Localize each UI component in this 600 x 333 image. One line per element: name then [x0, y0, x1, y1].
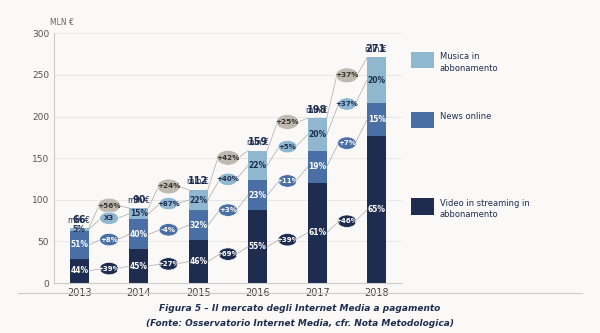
Text: News online: News online	[440, 112, 491, 121]
Bar	[129, 249, 148, 283]
Ellipse shape	[159, 197, 178, 210]
Ellipse shape	[337, 137, 356, 150]
Text: mln €: mln €	[365, 35, 386, 54]
Bar	[367, 103, 386, 137]
Ellipse shape	[278, 233, 297, 246]
Text: +7%: +7%	[338, 140, 356, 146]
Text: +3%: +3%	[219, 207, 237, 213]
Ellipse shape	[335, 68, 358, 83]
Text: +40%: +40%	[217, 176, 239, 182]
Bar	[308, 151, 327, 182]
Text: 15%: 15%	[368, 115, 386, 124]
Text: +37%: +37%	[335, 101, 358, 107]
Text: 15%: 15%	[130, 209, 148, 218]
Text: +42%: +42%	[217, 155, 239, 161]
Text: abbonamento: abbonamento	[440, 210, 499, 219]
Text: 66: 66	[73, 215, 86, 225]
Bar	[367, 57, 386, 103]
Text: 51%: 51%	[70, 240, 88, 249]
Text: Video in streaming in: Video in streaming in	[440, 198, 530, 208]
Ellipse shape	[98, 198, 121, 213]
Text: +69%: +69%	[217, 251, 239, 257]
Text: +37%: +37%	[335, 72, 359, 78]
Text: mln €: mln €	[247, 128, 269, 148]
Text: +25%: +25%	[276, 119, 299, 125]
Text: mln €: mln €	[307, 96, 328, 115]
Text: 46%: 46%	[189, 257, 208, 266]
Text: Musica in: Musica in	[440, 52, 479, 61]
Text: 45%: 45%	[130, 262, 148, 271]
Text: 22%: 22%	[189, 195, 208, 204]
Text: +27%: +27%	[157, 261, 180, 267]
Text: mln €: mln €	[68, 205, 90, 225]
Bar	[308, 182, 327, 283]
Ellipse shape	[100, 212, 119, 224]
Ellipse shape	[217, 150, 239, 165]
Text: +56%: +56%	[97, 202, 121, 209]
Bar	[70, 231, 89, 259]
Text: +24%: +24%	[157, 183, 180, 189]
Text: 112: 112	[188, 176, 208, 186]
Text: 65%: 65%	[368, 205, 386, 214]
Text: (Fonte: Osservatorio Internet Media, cfr. Nota Metodologica): (Fonte: Osservatorio Internet Media, cfr…	[146, 318, 454, 328]
Text: +5%: +5%	[278, 144, 296, 150]
Ellipse shape	[100, 233, 119, 246]
Ellipse shape	[278, 175, 297, 187]
Text: +8%: +8%	[100, 237, 118, 243]
Ellipse shape	[100, 262, 119, 275]
Ellipse shape	[218, 248, 238, 260]
Bar	[308, 118, 327, 151]
Ellipse shape	[157, 179, 180, 194]
Bar	[70, 228, 89, 231]
Text: abbonamento: abbonamento	[440, 64, 499, 73]
Text: 44%: 44%	[70, 266, 88, 275]
Text: 40%: 40%	[130, 230, 148, 239]
Ellipse shape	[218, 173, 238, 185]
Text: 198: 198	[307, 105, 328, 115]
Bar	[248, 151, 267, 180]
Text: MLN €: MLN €	[50, 18, 73, 27]
Text: +39%: +39%	[98, 266, 121, 272]
Bar	[248, 180, 267, 210]
Text: 23%: 23%	[248, 190, 267, 199]
Text: 159: 159	[248, 137, 268, 148]
Bar	[189, 240, 208, 283]
Bar	[70, 259, 89, 283]
Text: mln €: mln €	[128, 185, 149, 205]
Text: 5%: 5%	[73, 225, 86, 234]
Text: 55%: 55%	[249, 242, 266, 251]
Text: +39%: +39%	[276, 237, 299, 243]
Ellipse shape	[159, 258, 178, 270]
Text: X3: X3	[104, 215, 114, 221]
Ellipse shape	[278, 141, 297, 153]
Text: mln €: mln €	[187, 167, 209, 186]
Text: +11%: +11%	[276, 178, 299, 184]
Ellipse shape	[159, 223, 178, 236]
Bar	[129, 208, 148, 219]
Text: 32%: 32%	[189, 221, 208, 230]
Bar	[367, 137, 386, 283]
Ellipse shape	[218, 204, 238, 216]
Bar	[129, 219, 148, 249]
Bar	[189, 190, 208, 210]
Ellipse shape	[337, 98, 356, 110]
Text: 19%: 19%	[308, 163, 326, 171]
Text: 22%: 22%	[248, 161, 267, 170]
Text: 20%: 20%	[308, 130, 326, 139]
Text: 271: 271	[365, 44, 386, 54]
Bar	[248, 210, 267, 283]
Text: +46%: +46%	[335, 218, 358, 224]
Text: 20%: 20%	[368, 76, 386, 85]
Text: Figura 5 – Il mercato degli Internet Media a pagamento: Figura 5 – Il mercato degli Internet Med…	[160, 303, 440, 313]
Ellipse shape	[337, 215, 356, 227]
Text: 61%: 61%	[308, 228, 326, 237]
Bar	[189, 210, 208, 240]
Text: 90: 90	[132, 195, 146, 205]
Ellipse shape	[276, 115, 299, 130]
Text: -4%: -4%	[161, 227, 176, 233]
Text: +87%: +87%	[157, 200, 180, 206]
